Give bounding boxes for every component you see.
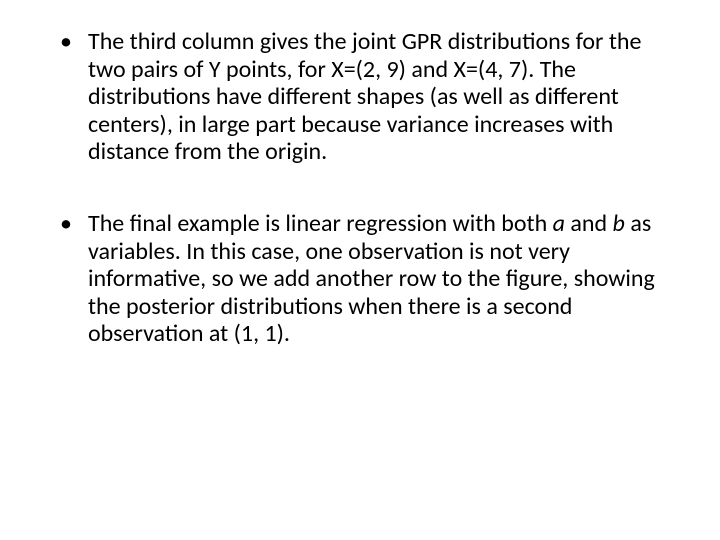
bullet-list: The third column gives the joint GPR dis… [48, 28, 672, 348]
slide: The third column gives the joint GPR dis… [0, 0, 720, 540]
bullet-item: The third column gives the joint GPR dis… [48, 28, 672, 166]
bullet-text: The final example is linear regression w… [88, 209, 655, 348]
bullet-item: The final example is linear regression w… [48, 210, 672, 348]
text-run-italic: b [613, 209, 625, 238]
text-run: The final example is linear regression w… [88, 209, 553, 238]
text-run: and [565, 209, 613, 238]
text-run-italic: a [553, 209, 565, 238]
bullet-text: The third column gives the joint GPR dis… [88, 27, 641, 166]
